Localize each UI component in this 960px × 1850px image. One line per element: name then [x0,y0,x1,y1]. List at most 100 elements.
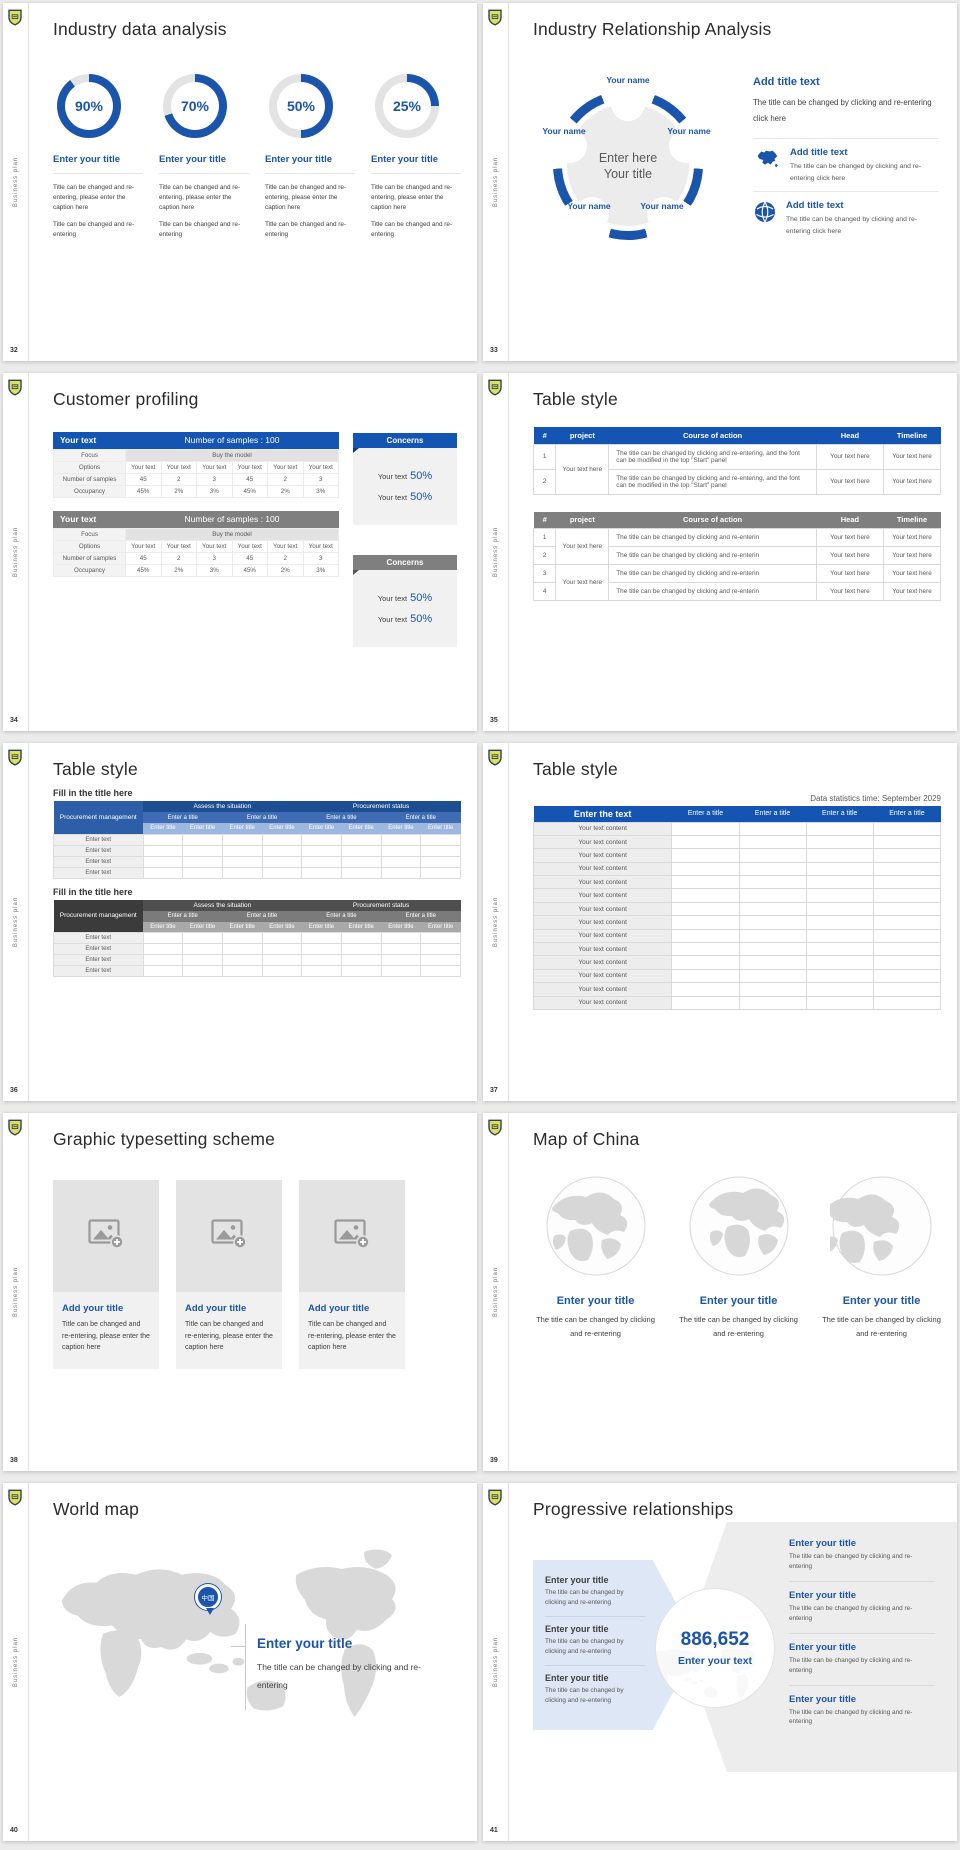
brand-shield-icon [8,749,22,766]
table-cell: 45 [125,473,162,486]
card-title: Add your title [185,1303,247,1314]
image-placeholder [176,1180,282,1292]
card-caption: Title can be changed and re-entering, pl… [185,1321,273,1352]
section-heading: Fill in the title here [53,886,133,897]
slide-37[interactable]: Business plan 37 Table style Data statis… [483,743,957,1101]
empty-cell [805,834,874,850]
table-cell: 2 [267,552,304,565]
diagram-node-label: Your name [567,201,611,211]
empty-cell [738,861,807,877]
empty-cell [261,855,303,868]
image-placeholder [299,1180,405,1292]
table-row: Enter text [53,844,461,857]
slide-34[interactable]: Business plan 34 Customer profiling Your… [3,373,477,731]
add-image-icon [211,1218,247,1254]
globe-icon [753,200,777,229]
empty-cell [221,833,263,846]
item-desc: The title can be changed by clicking and… [545,1589,624,1606]
empty-cell [182,855,223,868]
slide-39[interactable]: Business plan 39 Map of China Enter your… [483,1113,957,1471]
group-header: Assess the situation [143,899,302,911]
empty-cell [221,965,263,977]
slide-title: Table style [533,759,618,779]
slide-33[interactable]: Business plan 33 Industry Relationship A… [483,3,957,361]
column-header: Enter title [222,921,263,933]
slide-38[interactable]: Business plan 38 Graphic typesetting sch… [3,1113,477,1471]
head-cell: Your text here [815,443,885,470]
column-header: Enter a title [739,806,807,822]
image-card: Add your title Title can be changed and r… [299,1180,405,1369]
customer-table-blue: Your text Number of samples : 100 Focus Buy… [53,432,339,498]
row-label: Enter text [53,833,144,846]
empty-cell [872,942,942,957]
table-row: Your text content [532,928,942,944]
concerns-card-gray: Concerns Your text 50% Your text 50% [353,555,457,647]
slide-title: Table style [533,389,618,409]
table-row: Occupancy 45% 2% 3% 45% 2% 3% [53,564,339,577]
table-cell: 3 [302,473,339,486]
slide-content: Progressive relationships Enter your tit… [509,1483,957,1841]
table-row: Enter text [53,833,461,846]
center-number: 886,652 [680,1629,750,1650]
table-row: Your text content [532,901,942,917]
empty-cell [420,932,461,944]
diagram-node-label: Your name [640,201,684,211]
column-header: Course of action [608,427,817,444]
slide-40[interactable]: Business plan 40 World map 中国 Enter your… [3,1483,477,1841]
row-number: 4 [532,582,557,601]
globe-title: Enter your title [842,1295,921,1307]
column-header: Enter title [262,921,302,933]
subgroup-header: Enter a title [222,812,302,823]
slide-36[interactable]: Business plan 36 Table style Fill in the… [3,743,477,1101]
slide-35[interactable]: Business plan 35 Table style # project Cou… [483,373,957,731]
progressive-item: Enter your title The title can be changed… [789,1530,935,1582]
empty-cell [738,915,807,930]
rail-label: Business plan [492,1266,499,1318]
empty-cell [261,866,303,879]
row-label: Enter text [53,855,144,868]
item-desc: The title can be changed by clicking and… [545,1637,624,1655]
empty-cell [380,844,422,857]
row-label: Enter text [53,932,144,944]
globe-title: Enter your title [699,1295,778,1307]
slide-32[interactable]: Business plan 32 Industry data analysis … [3,3,477,361]
row-label: Your text content [532,875,673,890]
action-cell: The title can be changed by clicking and… [608,443,817,470]
row-label: Your text content [532,834,673,850]
row-label: Enter text [53,866,144,879]
concern-text: Your text [377,615,408,624]
slide-41[interactable]: Business plan 41 Progressive relationshi… [483,1483,957,1841]
head-cell: Your text here [815,564,885,583]
customer-table: Focus Buy the model Options Your text Your t… [53,528,339,577]
progressive-right-items: Enter your title The title can be changed… [789,1530,935,1736]
empty-cell [142,954,184,966]
progressive-item: Enter your title The title can be changed… [545,1666,645,1714]
subgroup-header: Enter a title [381,812,461,823]
donut-chart: 50% [269,74,333,138]
empty-cell [221,943,263,955]
table-header-label: Number of samples : 100 [184,435,280,445]
table-cell: Your text [125,540,162,553]
table-cell: 3% [302,564,339,577]
table-cell: 45% [125,485,162,498]
empty-cell [738,968,807,984]
column-header: Head [816,511,884,529]
empty-cell [420,855,461,868]
column-header: Enter title [341,921,382,933]
globe-item: Enter your title The title can be changed… [819,1174,944,1342]
action-cell: The title can be changed by clicking and… [608,582,817,601]
timeline-cell: Your text here [883,468,941,495]
item-title: Enter your title [545,1575,609,1585]
empty-cell [340,866,382,879]
item-desc: The title can be changed by clicking and… [789,1656,913,1674]
group-header: Procurement status [301,899,461,911]
page-number: 36 [10,1087,18,1094]
donut-caption: Title can be changed and re-entering, pl… [53,184,135,211]
donut-item: 90% Enter your title Title can be changed … [53,74,143,247]
table-row: 3 Your text here The title can be changed … [532,564,941,601]
concern-text: Your text [377,594,408,603]
card-title: Add your title [308,1303,370,1314]
column-header: Course of action [608,511,817,529]
map-callout: Enter your title The title can be change… [257,1636,421,1690]
empty-cell [301,965,342,977]
